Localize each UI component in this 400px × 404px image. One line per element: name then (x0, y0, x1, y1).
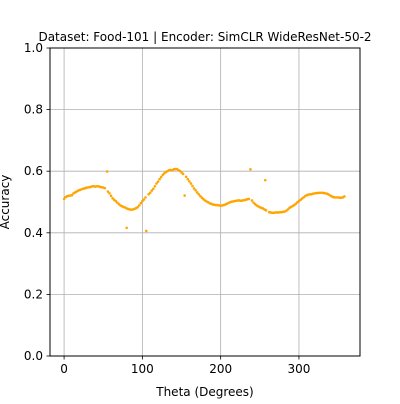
data-point (191, 184, 194, 188)
x-tick-label: 300 (287, 362, 310, 376)
data-point (195, 191, 199, 194)
y-tick-label: 0.4 (24, 226, 43, 240)
data-point (155, 182, 158, 185)
data-point (194, 188, 197, 192)
data-point (181, 172, 185, 176)
data-point (264, 209, 268, 212)
data-point (139, 201, 143, 205)
y-axis-ticks: 0.0 0.2 0.4 0.6 0.8 1.0 (24, 41, 50, 363)
data-point (247, 197, 251, 201)
data-point (197, 193, 201, 196)
data-point (106, 190, 110, 193)
data-point (159, 175, 163, 179)
data-point (192, 187, 196, 190)
data-point (184, 175, 188, 179)
y-tick-label: 0.6 (24, 164, 43, 178)
data-point (125, 226, 129, 230)
data-point (189, 182, 193, 185)
data-point (188, 180, 191, 183)
data-point (343, 195, 346, 198)
data-point (263, 178, 267, 182)
data-point (105, 170, 109, 173)
chart-title: Dataset: Food-101 | Encoder: SimCLR Wide… (38, 30, 371, 44)
data-point (148, 191, 152, 195)
x-tick-label: 100 (131, 362, 154, 376)
data-point (136, 205, 139, 209)
data-point (249, 168, 252, 171)
data-point (150, 189, 154, 192)
data-point (62, 197, 66, 201)
data-point (158, 177, 161, 181)
data-point (109, 194, 113, 198)
data-point (144, 229, 148, 233)
data-point (186, 177, 190, 181)
data-point (250, 199, 254, 202)
x-axis-label: Theta (Degrees) (155, 385, 253, 399)
x-axis-ticks: 0 100 200 300 (60, 356, 310, 376)
data-point (70, 193, 74, 197)
data-point (183, 194, 186, 197)
data-point (152, 187, 155, 191)
data-point (153, 184, 157, 188)
data-point (108, 192, 111, 195)
plot-frame (49, 47, 361, 357)
y-tick-label: 0.2 (24, 287, 43, 301)
data-point (137, 204, 141, 207)
x-tick-label: 0 (60, 362, 68, 376)
x-tick-label: 200 (209, 362, 232, 376)
data-point (103, 186, 107, 190)
data-points (62, 167, 346, 233)
y-tick-label: 0.8 (24, 103, 43, 117)
y-axis-label: Accuracy (0, 175, 12, 230)
y-tick-label: 1.0 (24, 41, 43, 55)
data-point (144, 196, 147, 199)
y-tick-label: 0.0 (24, 349, 43, 363)
data-point (142, 198, 146, 201)
data-point (156, 180, 160, 183)
